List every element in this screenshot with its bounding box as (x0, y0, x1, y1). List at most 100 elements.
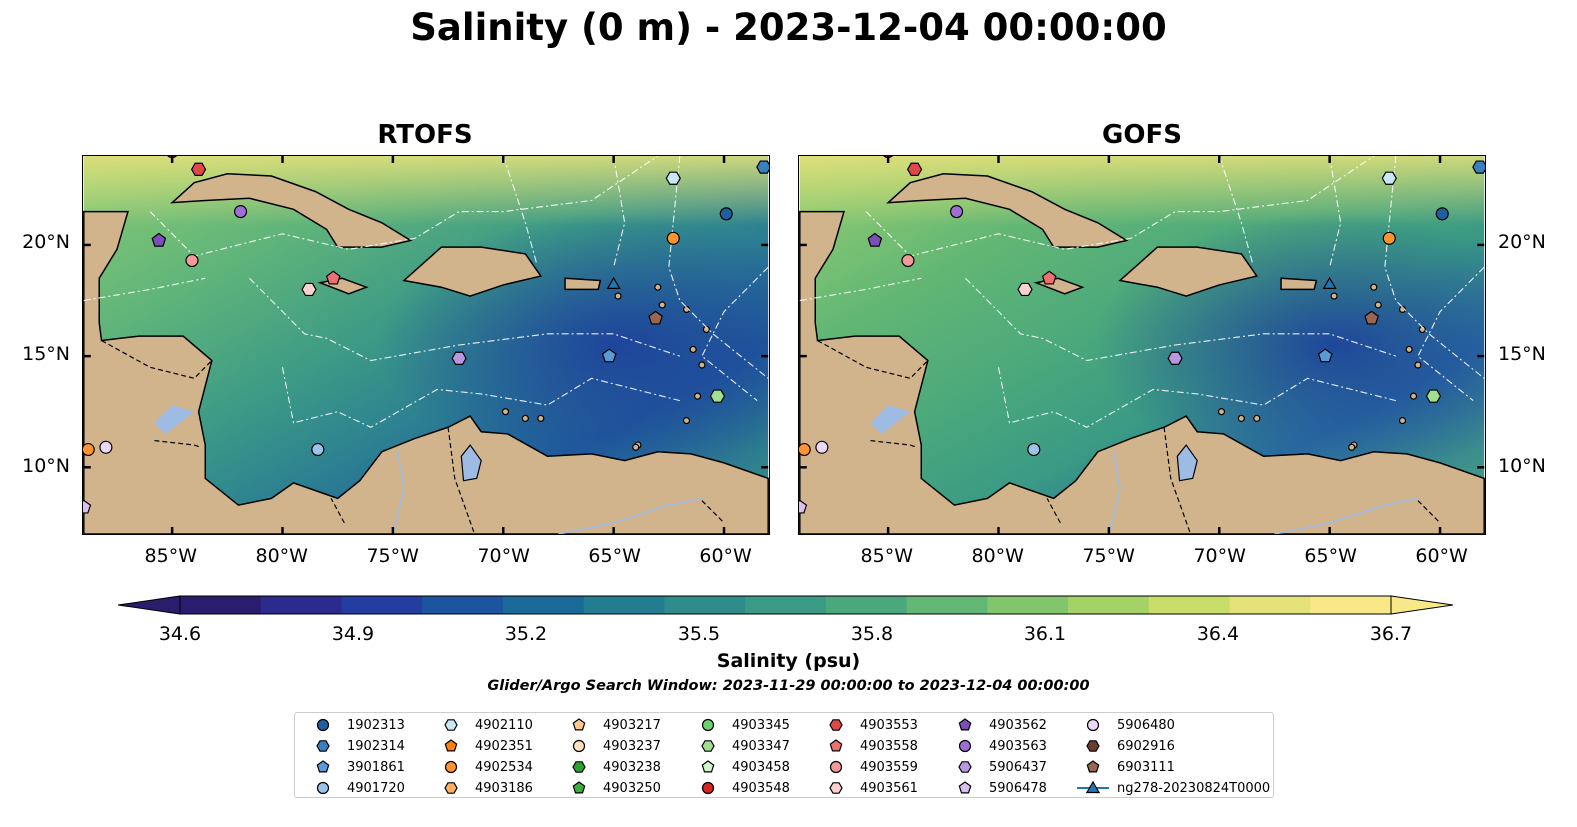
float-marker[interactable] (1425, 389, 1442, 403)
float-marker[interactable] (719, 207, 733, 221)
float-marker[interactable] (1322, 276, 1337, 289)
float-marker[interactable] (311, 442, 325, 457)
float-marker[interactable] (301, 282, 317, 297)
panel-title-gofs: GOFS (1102, 120, 1182, 150)
float-marker[interactable] (1382, 231, 1396, 245)
float-marker[interactable] (648, 310, 663, 325)
legend-item: 4903553 (816, 715, 918, 735)
float-marker[interactable] (151, 232, 167, 247)
float-marker[interactable] (949, 205, 964, 219)
float-marker[interactable] (867, 232, 883, 247)
float-marker[interactable] (1472, 160, 1486, 174)
float-marker[interactable] (1041, 270, 1057, 285)
eez-boundary (249, 277, 681, 362)
river (558, 497, 703, 534)
legend-item: 1902314 (303, 736, 405, 756)
float-marker[interactable] (82, 499, 92, 514)
float-marker[interactable] (1027, 442, 1041, 457)
float-marker[interactable] (709, 389, 726, 403)
legend-item: 5906437 (945, 757, 1047, 777)
pentagon-marker-icon (701, 760, 715, 773)
small-island (614, 292, 622, 300)
float-marker[interactable] (815, 440, 829, 454)
colorbar-segment (1068, 596, 1150, 614)
float-marker[interactable] (99, 440, 113, 454)
colorbar-segment (422, 596, 504, 614)
country-border (1417, 500, 1441, 524)
small-island (1370, 283, 1378, 291)
legend-item-label: 4902110 (475, 717, 533, 733)
legend-item: 4903558 (816, 736, 918, 756)
legend-item-label: 4903186 (475, 780, 533, 796)
puerto-rico (1280, 277, 1318, 291)
float-marker[interactable] (601, 348, 617, 363)
small-island (1217, 408, 1226, 416)
float-marker[interactable] (1381, 171, 1397, 185)
legend-item-label: ng278-20230824T0000 (1117, 780, 1271, 796)
eez-boundary (1218, 156, 1253, 263)
colorbar-segment (825, 596, 908, 614)
float-marker[interactable] (1017, 282, 1033, 297)
legend-item: 5906480 (1073, 715, 1175, 735)
float-marker[interactable] (665, 171, 681, 185)
map-panel-rtofs[interactable] (82, 155, 770, 535)
float-marker[interactable] (185, 253, 199, 268)
eez-boundary (965, 277, 1397, 362)
country-border (817, 340, 929, 379)
legend-item-label: 4903345 (732, 717, 790, 733)
small-island (658, 301, 666, 309)
float-marker[interactable] (82, 442, 95, 457)
legend-item: 4903548 (688, 778, 790, 798)
float-legend: 1902313 1902314 3901861 4901720 4902110 49023… (294, 712, 1274, 798)
legend-item: 4903347 (688, 736, 790, 756)
float-marker[interactable] (233, 205, 248, 219)
float-marker[interactable] (325, 270, 341, 285)
cuba (886, 173, 1129, 248)
float-marker[interactable] (901, 253, 915, 268)
pentagon-marker-icon (1086, 760, 1100, 773)
colorbar-outline (179, 595, 1392, 615)
float-marker[interactable] (1167, 351, 1183, 365)
legend-item-label: 4903238 (603, 759, 661, 775)
float-marker[interactable] (451, 351, 467, 365)
hexagon-marker-icon (701, 740, 715, 752)
legend-item-label: 4903250 (603, 780, 661, 796)
map-panel-gofs[interactable] (798, 155, 1486, 535)
small-island (654, 283, 662, 291)
legend-item-label: 4903347 (732, 738, 790, 754)
legend-item-label: 4903559 (860, 759, 918, 775)
float-marker[interactable] (606, 276, 621, 289)
float-marker[interactable] (906, 162, 923, 176)
float-marker[interactable] (798, 499, 808, 514)
small-island (693, 392, 702, 400)
cuba (170, 173, 413, 248)
eez-boundary (701, 266, 769, 402)
legend-item-label: 4903548 (732, 780, 790, 796)
colorbar-segment (260, 596, 342, 614)
float-marker[interactable] (1317, 348, 1333, 363)
colorbar-segment (1148, 596, 1231, 614)
small-island (1330, 292, 1338, 300)
legend-item: 4903563 (945, 736, 1047, 756)
country-border (101, 340, 213, 379)
legend-item-label: 5906478 (989, 780, 1047, 796)
hexagon-marker-icon (572, 761, 586, 773)
y-tick-label-left: 20°N (22, 231, 70, 254)
float-marker[interactable] (666, 231, 680, 245)
colorbar-label: Salinity (psu) (716, 650, 861, 672)
country-border (870, 440, 917, 448)
float-marker[interactable] (1364, 310, 1379, 325)
legend-item: 4903250 (559, 778, 661, 798)
legend-item: 4903345 (688, 715, 790, 735)
small-island (1405, 345, 1413, 354)
country-border (330, 498, 345, 524)
colorbar-tick-label: 35.2 (504, 623, 548, 645)
colorbar-segment (341, 596, 423, 614)
float-marker[interactable] (798, 442, 811, 457)
hexagon-marker-icon (444, 719, 458, 731)
float-marker[interactable] (1435, 207, 1449, 221)
x-tick-label: 80°W (971, 545, 1024, 567)
float-marker[interactable] (756, 160, 770, 174)
float-marker[interactable] (190, 162, 207, 176)
legend-item: 3901861 (303, 757, 405, 777)
